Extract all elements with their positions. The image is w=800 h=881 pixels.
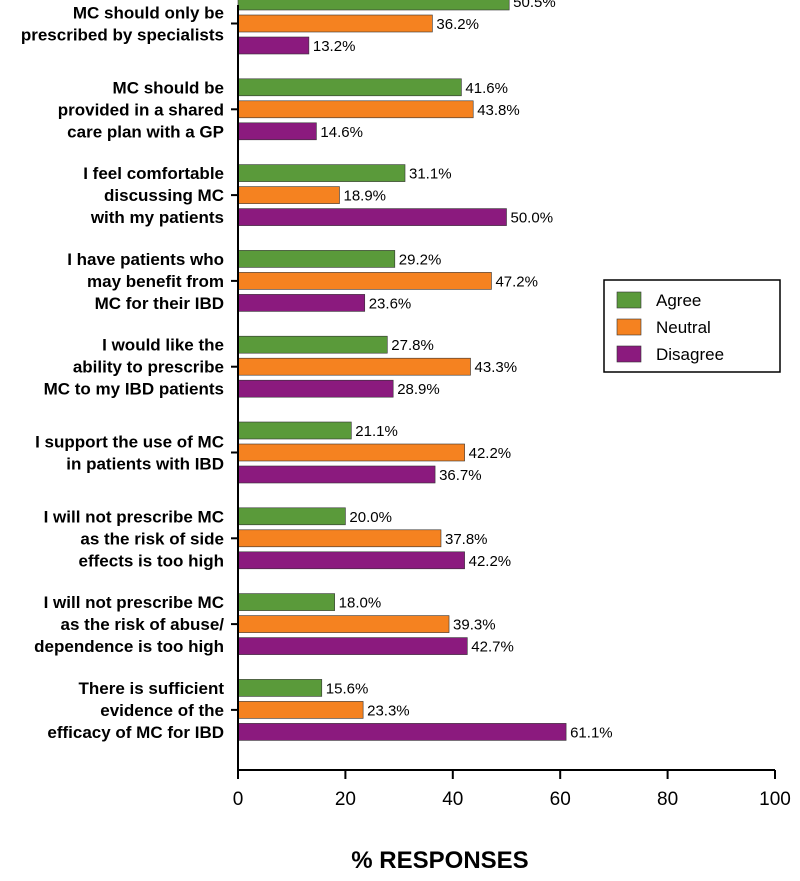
category-label-0: MC should only be prescribed by specialis… bbox=[21, 4, 224, 45]
value-label-agree-0: 50.5% bbox=[513, 0, 556, 11]
value-label-agree-2: 31.1% bbox=[409, 166, 452, 183]
x-tick-label-0: 0 bbox=[233, 789, 244, 810]
value-label-neutral-3: 47.2% bbox=[495, 273, 538, 290]
value-label-disagree-4: 28.9% bbox=[397, 381, 440, 398]
value-label-neutral-6: 37.8% bbox=[445, 531, 488, 548]
x-tick-label-40: 40 bbox=[442, 789, 463, 810]
value-label-neutral-8: 23.3% bbox=[367, 702, 410, 719]
bar-disagree-2 bbox=[237, 208, 507, 226]
bar-agree-1 bbox=[237, 78, 462, 97]
value-label-agree-4: 27.8% bbox=[391, 337, 434, 354]
category-label-8: There is sufficient evidence of the effica… bbox=[47, 679, 224, 742]
category-label-7: I will not prescribe MC as the risk of ab… bbox=[34, 593, 224, 656]
value-label-disagree-0: 13.2% bbox=[313, 38, 356, 55]
bar-neutral-6 bbox=[237, 529, 442, 548]
bar-agree-4 bbox=[237, 335, 388, 354]
bar-disagree-6 bbox=[237, 551, 465, 570]
bar-disagree-8 bbox=[237, 723, 567, 741]
value-label-neutral-5: 42.2% bbox=[469, 445, 512, 462]
category-labels: MC should only be prescribed by specialis… bbox=[21, 4, 238, 742]
bar-neutral-0 bbox=[237, 14, 433, 33]
bar-disagree-4 bbox=[237, 379, 394, 398]
category-label-3: I have patients who may benefit from MC fo… bbox=[67, 250, 224, 313]
legend-swatch-agree bbox=[616, 291, 642, 309]
category-label-5: I support the use of MC in patients with … bbox=[35, 433, 224, 474]
value-label-neutral-0: 36.2% bbox=[436, 16, 479, 33]
value-label-neutral-1: 43.8% bbox=[477, 102, 520, 119]
value-label-disagree-2: 50.0% bbox=[511, 210, 554, 227]
value-label-disagree-3: 23.6% bbox=[369, 295, 412, 312]
category-label-1: MC should be provided in a shared care pla… bbox=[58, 78, 224, 141]
category-label-2: I feel comfortable discussing MC with my p… bbox=[83, 164, 224, 227]
value-label-neutral-7: 39.3% bbox=[453, 617, 496, 634]
bar-neutral-7 bbox=[237, 615, 450, 633]
bar-neutral-3 bbox=[237, 272, 492, 290]
bars-layer: 50.5% 36.2% 13.2% 41.6% 43.8% 14.6% 31.1% 18.9%… bbox=[237, 0, 613, 741]
value-label-agree-7: 18.0% bbox=[339, 595, 382, 612]
bar-disagree-5 bbox=[237, 465, 436, 484]
bar-agree-2 bbox=[237, 164, 406, 182]
legend-label-disagree: Disagree bbox=[656, 345, 724, 364]
bar-agree-0 bbox=[237, 0, 510, 11]
value-label-neutral-2: 18.9% bbox=[343, 188, 386, 205]
x-tick-label-100: 100 bbox=[759, 789, 791, 810]
bar-disagree-1 bbox=[237, 122, 317, 141]
bar-agree-3 bbox=[237, 250, 396, 268]
value-label-agree-5: 21.1% bbox=[355, 423, 398, 440]
value-label-agree-3: 29.2% bbox=[399, 251, 442, 268]
x-tick-label-80: 80 bbox=[657, 789, 678, 810]
legend-label-agree: Agree bbox=[656, 291, 701, 310]
legend-swatch-neutral bbox=[616, 318, 642, 336]
bar-neutral-5 bbox=[237, 443, 465, 462]
category-label-4: I would like the ability to prescribe MC t… bbox=[44, 336, 224, 399]
bar-neutral-8 bbox=[237, 701, 364, 719]
x-axis-ticks: 0 20 40 60 80 100 bbox=[233, 770, 791, 810]
x-axis-title: % RESPONSES bbox=[351, 847, 528, 874]
value-label-agree-1: 41.6% bbox=[465, 80, 508, 97]
bar-neutral-1 bbox=[237, 100, 474, 119]
bar-agree-7 bbox=[237, 593, 335, 611]
value-label-agree-8: 15.6% bbox=[326, 680, 369, 697]
bar-disagree-0 bbox=[237, 36, 310, 55]
bar-neutral-4 bbox=[237, 357, 471, 376]
bar-agree-8 bbox=[237, 679, 323, 697]
value-label-agree-6: 20.0% bbox=[349, 509, 392, 526]
value-label-disagree-5: 36.7% bbox=[439, 467, 482, 484]
category-label-6: I will not prescribe MC as the risk of si… bbox=[44, 507, 224, 570]
value-label-disagree-1: 14.6% bbox=[320, 124, 363, 141]
legend: Agree Neutral Disagree bbox=[603, 279, 781, 373]
bar-disagree-7 bbox=[237, 637, 468, 655]
legend-swatch-disagree bbox=[616, 345, 642, 363]
value-label-disagree-6: 42.2% bbox=[469, 553, 512, 570]
bar-disagree-3 bbox=[237, 294, 366, 312]
value-label-disagree-8: 61.1% bbox=[570, 724, 613, 741]
value-label-neutral-4: 43.3% bbox=[475, 359, 518, 376]
bar-agree-5 bbox=[237, 421, 352, 440]
bar-neutral-2 bbox=[237, 186, 340, 204]
legend-label-neutral: Neutral bbox=[656, 318, 711, 337]
bar-agree-6 bbox=[237, 507, 346, 526]
value-label-disagree-7: 42.7% bbox=[471, 639, 514, 656]
x-tick-label-60: 60 bbox=[550, 789, 571, 810]
x-tick-label-20: 20 bbox=[335, 789, 356, 810]
